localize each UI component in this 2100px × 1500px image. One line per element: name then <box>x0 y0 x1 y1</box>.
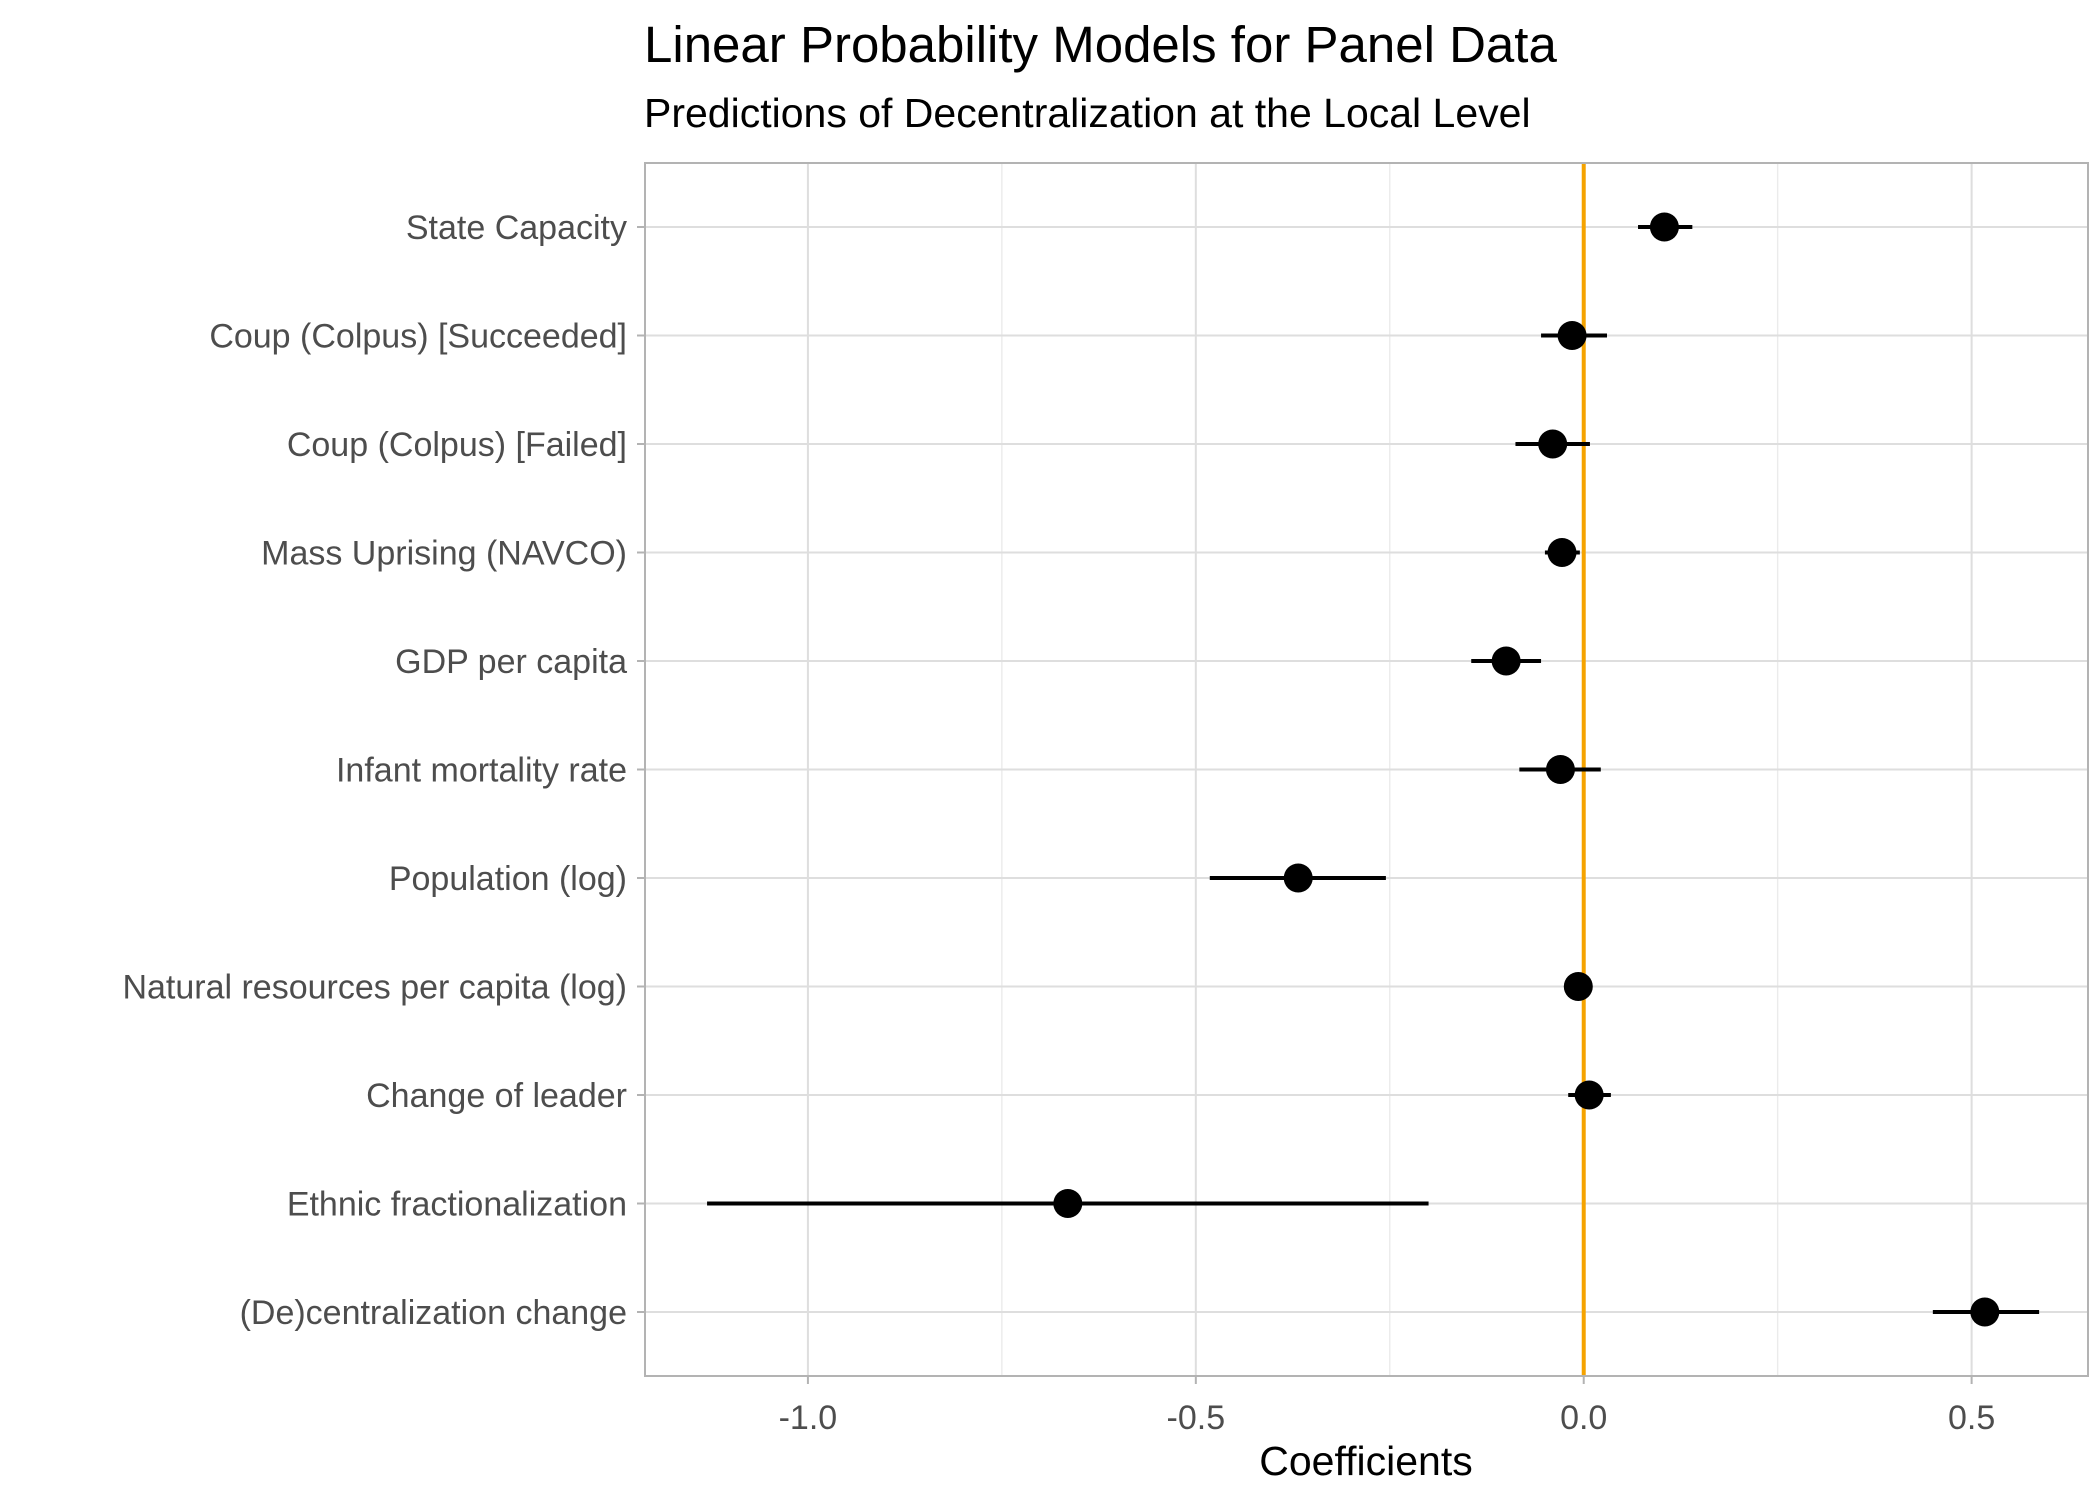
y-tick-label: Coup (Colpus) [Succeeded] <box>209 318 627 356</box>
coefficient-point <box>1563 972 1593 1001</box>
coefficient-points <box>1053 212 2000 1327</box>
x-tick-label: -0.5 <box>1167 1399 1226 1437</box>
chart-subtitle: Predictions of Decentralization at the L… <box>644 90 1531 136</box>
coefficient-point <box>1557 321 1587 350</box>
coefficient-point <box>1547 538 1577 567</box>
y-tick-label: Population (log) <box>389 860 627 898</box>
y-tick-label: State Capacity <box>406 209 627 247</box>
y-tick-label: Change of leader <box>366 1077 627 1115</box>
chart-title: Linear Probability Models for Panel Data <box>644 16 1557 73</box>
y-tick-label: (De)centralization change <box>240 1294 627 1332</box>
coefficient-point <box>1491 646 1521 676</box>
major-gridlines <box>645 163 2088 1376</box>
coefficient-point <box>1970 1297 2000 1327</box>
y-tick-label: Ethnic fractionalization <box>287 1186 627 1224</box>
y-tick-label: Mass Uprising (NAVCO) <box>261 535 627 573</box>
coefficient-point <box>1649 212 1679 242</box>
coefficient-point <box>1545 755 1575 784</box>
coefficient-point <box>1574 1080 1604 1110</box>
y-axis-tick-labels: State Capacity Coup (Colpus) [Succeeded] C… <box>122 209 645 1332</box>
x-tick-label: 0.0 <box>1560 1399 1607 1437</box>
coefficient-point <box>1538 429 1568 459</box>
x-tick-label: -1.0 <box>779 1399 838 1437</box>
y-tick-label: Coup (Colpus) [Failed] <box>287 426 627 464</box>
x-tick-label: 0.5 <box>1948 1399 1995 1437</box>
y-tick-label: Infant mortality rate <box>336 752 627 790</box>
x-axis-tick-labels: -1.0 -0.5 0.0 0.5 <box>779 1376 1995 1437</box>
y-tick-label: Natural resources per capita (log) <box>122 969 627 1007</box>
coefficient-point <box>1283 863 1313 893</box>
y-tick-label: GDP per capita <box>395 643 627 681</box>
coefficient-point <box>1053 1189 1083 1218</box>
x-axis-label: Coefficients <box>1259 1438 1472 1484</box>
